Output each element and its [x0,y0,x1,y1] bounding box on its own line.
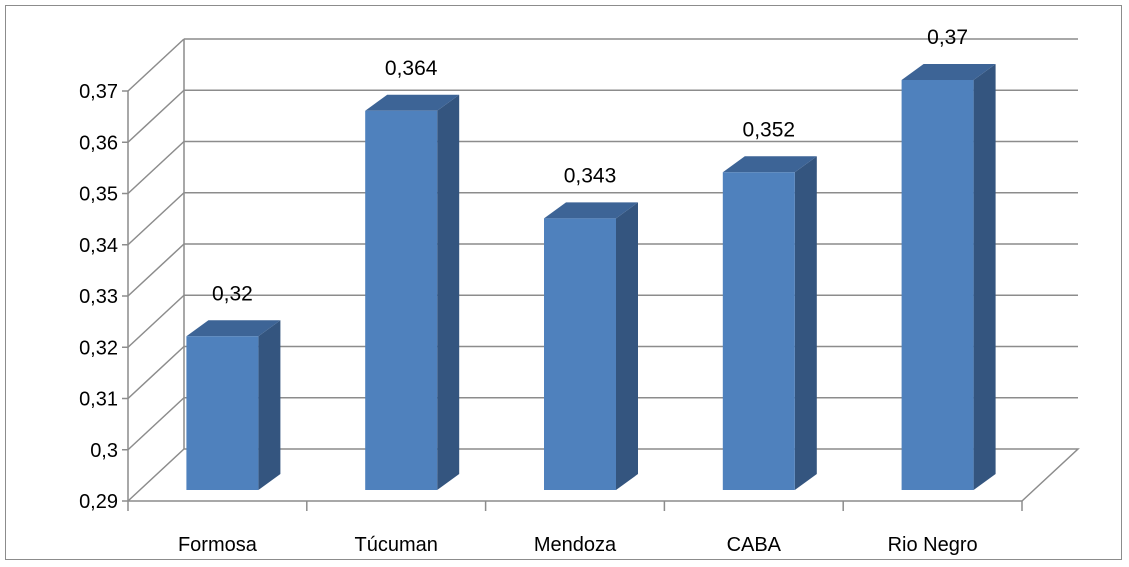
bar-side [795,156,817,490]
y-tick-label: 0,34 [79,235,118,257]
x-tick-label: Formosa [178,534,258,556]
data-label: 0,343 [564,164,617,187]
x-tick-label: CABA [727,534,782,556]
y-tick-label: 0,33 [79,286,118,308]
x-tick-label: Rio Negro [888,534,978,556]
data-label: 0,32 [212,282,253,305]
data-label: 0,352 [743,118,796,141]
bar-túcuman [365,95,459,490]
gridline-side [128,142,184,194]
y-tick-label: 0,31 [79,389,118,411]
bar-mendoza [544,202,638,490]
bar-caba [723,156,817,490]
data-label: 0,364 [385,57,438,80]
bars [186,64,995,490]
bar-formosa [186,320,280,490]
y-tick-label: 0,32 [79,337,118,359]
gridline-side [128,398,184,450]
bar-side [258,320,280,490]
gridline-side [128,90,184,142]
y-tick-label: 0,35 [79,184,118,206]
gridline-side [128,295,184,347]
bar-side [974,64,996,490]
x-tick-label: Túcuman [355,534,438,556]
bar-front [902,80,974,490]
bar-side [616,202,638,490]
bar-front [365,111,437,490]
y-tick-label: 0,29 [79,491,118,513]
bar-rio-negro [902,64,996,490]
x-tick-label: Mendoza [534,534,617,556]
y-tick-label: 0,36 [79,132,118,154]
bar-front [544,218,616,490]
gridline-side [128,244,184,296]
gridline-side [128,193,184,245]
gridline-side [128,347,184,399]
gridline-side [128,39,184,91]
bar-front [723,172,795,490]
y-tick-label: 0,37 [79,81,118,103]
bar-front [186,336,258,490]
bar-side [437,95,459,490]
data-label: 0,37 [927,26,968,49]
y-tick-label: 0,3 [90,440,118,462]
